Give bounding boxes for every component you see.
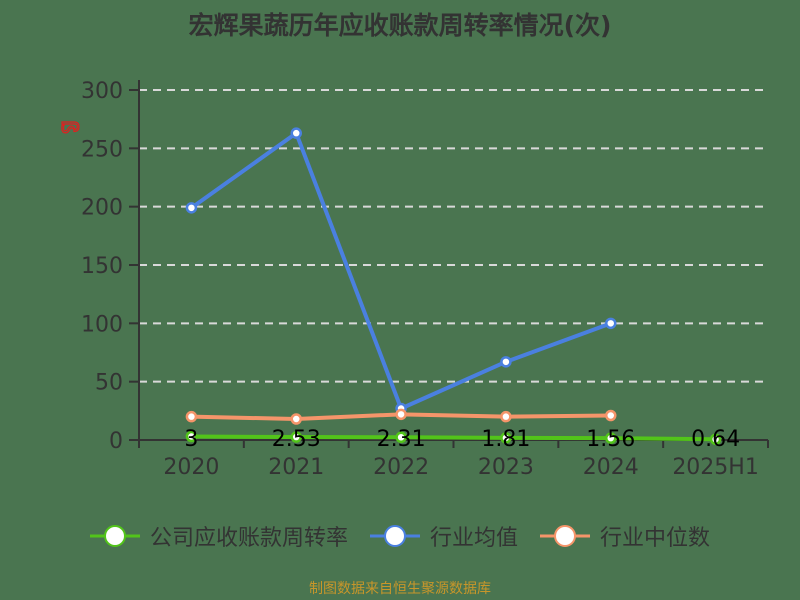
y-tick-label: 100	[81, 312, 123, 337]
data-label: 0.64	[691, 427, 740, 452]
data-label: 1.56	[586, 427, 635, 452]
x-tick-label: 2020	[163, 455, 219, 480]
series-line	[190, 131, 612, 411]
x-tick-label: 2024	[583, 455, 639, 480]
y-tick-label: 200	[81, 196, 123, 221]
y-tick-label: 0	[109, 429, 123, 454]
legend-marker-industry-median-icon	[540, 525, 590, 547]
x-tick-label: 2025H1	[672, 455, 759, 480]
data-point	[290, 431, 302, 443]
data-point	[605, 409, 617, 422]
x-tick-label: 2021	[268, 455, 324, 480]
data-point	[395, 431, 407, 444]
y-tick-label: 300	[81, 79, 123, 104]
red-scribble-icon: ß	[56, 120, 81, 134]
data-source-note: 制图数据来自恒生聚源数据库	[309, 581, 491, 597]
data-point	[185, 430, 198, 443]
x-tick-label: 2023	[478, 455, 534, 480]
data-label: 3	[184, 427, 198, 452]
data-point	[500, 410, 512, 423]
legend-item-company[interactable]: 公司应收账款周转率	[89, 520, 348, 552]
x-tick-label: 2022	[373, 455, 429, 480]
data-point	[290, 413, 302, 425]
legend-marker-company-icon	[89, 525, 140, 547]
data-point	[709, 433, 722, 446]
chart-title: 宏辉果蔬历年应收账款周转率情况(次)	[188, 11, 612, 40]
data-point	[605, 317, 617, 330]
data-label: 2.31	[377, 427, 426, 452]
y-tick-label: 150	[81, 254, 123, 279]
data-point	[500, 356, 512, 368]
y-tick-label: 250	[81, 137, 123, 162]
series-line	[191, 434, 716, 442]
data-point	[290, 127, 302, 139]
legend-label-industry-median: 行业中位数	[600, 526, 711, 551]
legend-item-industry-median[interactable]: 行业中位数	[540, 520, 710, 552]
data-label: 2.53	[272, 427, 321, 452]
data-point	[605, 432, 617, 444]
legend-label-industry-avg: 行业均值	[429, 526, 518, 551]
data-point	[500, 432, 512, 444]
data-point	[395, 408, 407, 421]
data-label: 1.81	[481, 427, 530, 452]
data-point	[185, 202, 198, 214]
legend-item-industry-avg[interactable]: 行业均值	[369, 520, 518, 552]
legend-marker-industry-avg-icon	[369, 525, 420, 547]
legend-label-company: 公司应收账款周转率	[149, 526, 348, 551]
y-tick-label: 50	[95, 371, 123, 396]
legend: 公司应收账款周转率 行业均值 行业中位数	[0, 520, 800, 552]
data-point	[185, 410, 198, 423]
